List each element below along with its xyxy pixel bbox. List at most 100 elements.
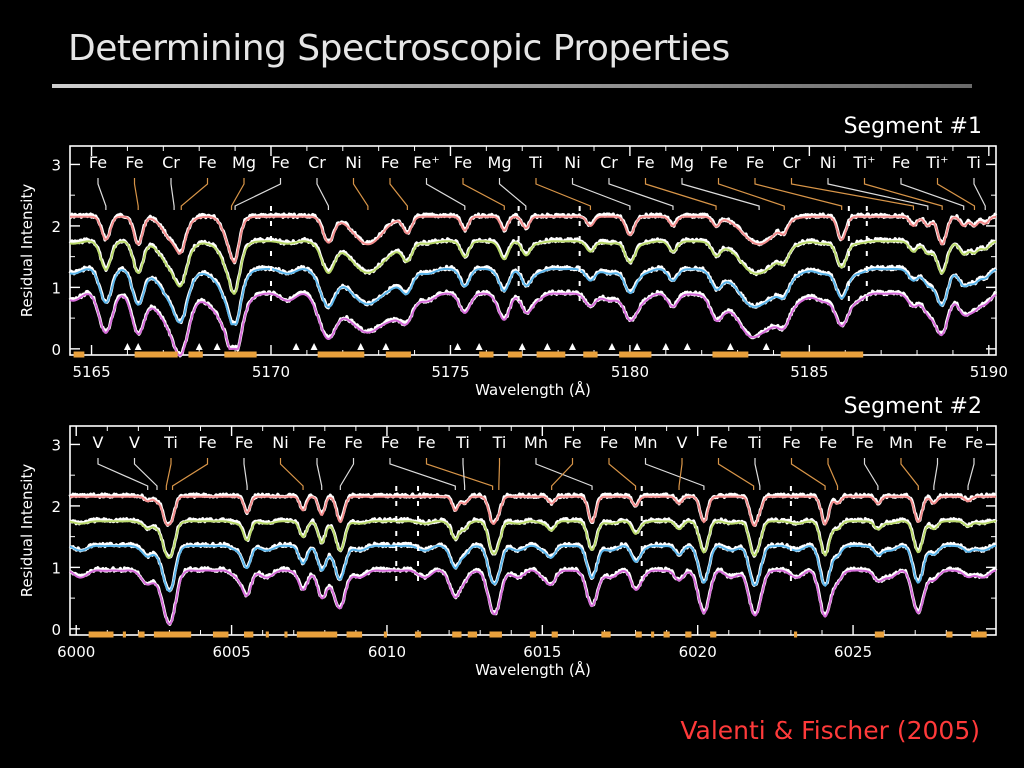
observed-spectrum <box>68 541 997 593</box>
ion-leader-line <box>316 178 330 210</box>
ion-leader-line <box>551 458 574 490</box>
line-marker-triangle <box>762 343 770 350</box>
ion-label: Ti⁺ <box>852 153 875 172</box>
ion-leader-line <box>279 458 304 490</box>
fit-mask-bar <box>138 631 145 638</box>
fit-mask-bar <box>685 631 692 638</box>
ion-label: Fe <box>344 433 362 452</box>
ion-leader-line <box>316 458 323 490</box>
ion-label: Fe <box>965 433 983 452</box>
citation: Valenti & Fischer (2005) <box>680 716 980 745</box>
fit-mask-bar <box>794 631 798 638</box>
ion-label: V <box>129 433 140 452</box>
line-marker-triangle <box>123 343 131 350</box>
fit-mask-bar <box>971 631 987 638</box>
ion-label: Ti <box>966 153 981 172</box>
ion-leader-line <box>389 458 456 490</box>
ion-leader-line <box>498 178 527 210</box>
fit-mask-bar <box>73 351 85 358</box>
ion-leader-line <box>462 178 505 210</box>
ion-label: Fe⁺ <box>413 153 440 172</box>
ion-leader-line <box>425 178 466 210</box>
ion-label: Ni <box>345 153 361 172</box>
line-marker-triangle <box>382 343 390 350</box>
y-tick-label: 2 <box>51 218 61 236</box>
ion-label: Ti <box>747 433 762 452</box>
fit-mask-bar <box>710 631 717 638</box>
ion-leader-line <box>339 458 355 490</box>
fit-mask-bar <box>479 351 494 358</box>
observed-spectrum <box>68 566 998 626</box>
fit-mask-bar <box>601 631 611 638</box>
ion-leader-line <box>180 178 209 210</box>
fit-mask-bar <box>88 631 114 638</box>
x-tick-label: 5190 <box>970 363 1008 381</box>
ion-label: Ni <box>272 433 288 452</box>
model-spectrum <box>69 292 997 357</box>
line-marker-triangle <box>213 343 221 350</box>
x-tick-label: 5175 <box>431 363 469 381</box>
ion-leader-line <box>389 178 408 210</box>
line-marker-triangle <box>543 343 551 350</box>
segment-1-panel: 5165 5170 5175 5180 5185 5190 0 1 2 3 Wavelength (… <box>18 114 1008 399</box>
y-tick-label: 3 <box>51 436 61 454</box>
y-tick-label: 1 <box>51 559 61 577</box>
fit-mask-bar <box>551 631 558 638</box>
model-spectrum <box>69 520 996 560</box>
ion-leader-line <box>827 458 839 490</box>
ion-label: Ti⁺ <box>925 153 948 172</box>
y-tick-label: 0 <box>51 341 61 359</box>
ion-label: Cr <box>783 153 801 172</box>
ion-leader-line <box>352 178 369 210</box>
ion-label: Fe <box>819 433 837 452</box>
ion-leader-line <box>933 458 939 490</box>
line-marker-triangle <box>518 343 526 350</box>
ion-label: Fe <box>89 153 107 172</box>
ion-leader-line <box>133 458 158 490</box>
ion-label: Fe <box>308 433 326 452</box>
ion-leader-line <box>863 458 879 490</box>
ion-leader-line <box>425 458 494 490</box>
ion-leader-line <box>644 458 705 490</box>
ion-leader-line <box>165 458 172 490</box>
fit-mask-bar <box>265 631 269 638</box>
y-tick-label: 1 <box>51 279 61 297</box>
fit-mask-bar <box>244 631 254 638</box>
line-marker-triangle <box>292 343 300 350</box>
ion-label: Fe <box>855 433 873 452</box>
fit-mask-bar <box>284 631 288 638</box>
fit-mask-bar <box>651 631 655 638</box>
ion-leader-line <box>234 178 282 210</box>
ion-label: Mg <box>488 153 512 172</box>
ion-label: Fe <box>198 153 216 172</box>
ion-leader-line <box>133 178 139 210</box>
ion-leader-line <box>717 458 755 490</box>
fit-mask-bar <box>212 631 229 638</box>
ion-label: V <box>677 433 688 452</box>
fit-mask-bar <box>346 631 363 638</box>
ion-leader-line <box>644 178 717 210</box>
fit-mask-bar <box>489 631 502 638</box>
ion-leader-line <box>535 178 592 210</box>
fit-mask-bar <box>122 631 126 638</box>
ion-label: Fe <box>381 153 399 172</box>
line-marker-triangle <box>454 343 462 350</box>
x-tick-label: 6010 <box>368 643 406 661</box>
fit-mask-bar <box>635 631 642 638</box>
fit-mask-bar <box>712 351 749 358</box>
ion-label: Mg <box>670 153 694 172</box>
ion-leader-line <box>97 178 107 210</box>
fit-mask-bar <box>529 631 537 638</box>
fit-mask-bar <box>383 631 387 638</box>
segment-label: Segment #2 <box>844 394 982 419</box>
ion-leader-line <box>790 178 915 210</box>
ion-leader-line <box>608 178 674 210</box>
ion-label: Mn <box>889 433 913 452</box>
ion-label: Fe <box>235 433 253 452</box>
ion-label: Fe <box>636 153 654 172</box>
ion-leader-line <box>900 458 919 490</box>
model-spectrum <box>70 215 997 264</box>
fit-mask-bar <box>946 631 953 638</box>
ion-label: Fe <box>381 433 399 452</box>
